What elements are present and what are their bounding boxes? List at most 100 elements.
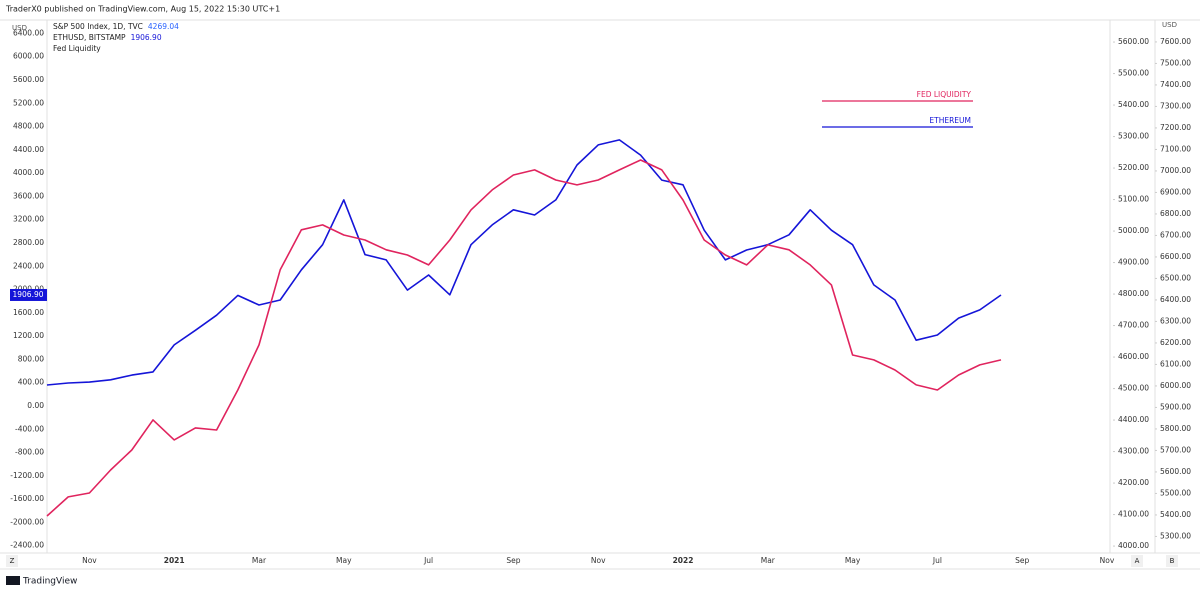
y-tick-label: 800.00: [18, 354, 44, 363]
price-tag: [10, 288, 47, 301]
scale-button[interactable]: [1131, 555, 1143, 567]
scale-button-label[interactable]: A: [1135, 557, 1140, 565]
annotation-label: FED LIQUIDITY: [917, 90, 972, 99]
y3-tick-label: 5600.00: [1160, 467, 1191, 476]
legend-name: Fed Liquidity: [53, 44, 101, 53]
y3-tick-label: 5500.00: [1160, 488, 1191, 497]
scale-button[interactable]: [6, 555, 18, 567]
x-tick-label: 2021: [164, 556, 185, 565]
y3-tick-label: 6000.00: [1160, 381, 1191, 390]
y-tick-label: 4800.00: [13, 122, 44, 131]
y2-tick-label: 4800.00: [1118, 289, 1149, 298]
x-tick-label: Mar: [252, 556, 267, 565]
y3-tick-label: 6900.00: [1160, 187, 1191, 196]
legend-value: 1906.90: [131, 33, 162, 42]
scale-button-label[interactable]: Z: [10, 557, 15, 565]
y2-tick-label: 5300.00: [1118, 132, 1149, 141]
header: TraderX0 published on TradingView.com, A…: [5, 5, 280, 14]
y-tick-label: 2400.00: [13, 261, 44, 270]
x-tick-label: Mar: [761, 556, 776, 565]
annotation-label: ETHEREUM: [929, 116, 971, 125]
right-unit: USD: [1162, 21, 1177, 29]
y-tick-label: -1200.00: [10, 471, 44, 480]
y-tick-label: 6400.00: [13, 28, 44, 37]
y3-tick-label: 7500.00: [1160, 58, 1191, 67]
y-tick-label: 3600.00: [13, 191, 44, 200]
y3-tick-label: 6800.00: [1160, 209, 1191, 218]
price-tag-label: 1906.90: [12, 290, 43, 299]
y-tick-label: 400.00: [18, 378, 44, 387]
y3-tick-label: 7100.00: [1160, 144, 1191, 153]
y2-tick-label: 4200.00: [1118, 478, 1149, 487]
y2-tick-label: 4400.00: [1118, 415, 1149, 424]
y-tick-label: 4000.00: [13, 168, 44, 177]
y3-tick-label: 5400.00: [1160, 510, 1191, 519]
y2-tick-label: 4600.00: [1118, 352, 1149, 361]
y3-tick-label: 6700.00: [1160, 230, 1191, 239]
y2-tick-label: 4700.00: [1118, 321, 1149, 330]
x-tick-label: Nov: [82, 556, 97, 565]
y2-tick-label: 4100.00: [1118, 510, 1149, 519]
y2-tick-label: 5500.00: [1118, 69, 1149, 78]
y2-tick-label: 4900.00: [1118, 258, 1149, 267]
y2-tick-label: 4300.00: [1118, 447, 1149, 456]
y3-tick-label: 5800.00: [1160, 424, 1191, 433]
y2-tick-label: 5600.00: [1118, 37, 1149, 46]
y-tick-label: 1200.00: [13, 331, 44, 340]
y3-tick-label: 7200.00: [1160, 123, 1191, 132]
y-tick-label: -2400.00: [10, 541, 44, 550]
y3-tick-label: 7600.00: [1160, 37, 1191, 46]
y-tick-label: 3200.00: [13, 215, 44, 224]
scale-button[interactable]: [1166, 555, 1178, 567]
y-tick-label: -2000.00: [10, 517, 44, 526]
x-tick-label: Sep: [1015, 556, 1029, 565]
series-line: [46, 139, 1002, 386]
y-tick-label: -800.00: [15, 448, 44, 457]
y-tick-label: 2800.00: [13, 238, 44, 247]
y2-tick-label: 4500.00: [1118, 384, 1149, 393]
y3-tick-label: 5300.00: [1160, 531, 1191, 540]
x-tick-label: Sep: [506, 556, 520, 565]
y-tick-label: 4400.00: [13, 145, 44, 154]
y2-tick-label: 5200.00: [1118, 163, 1149, 172]
y3-tick-label: 6100.00: [1160, 359, 1191, 368]
y3-tick-label: 5900.00: [1160, 402, 1191, 411]
x-tick-label: May: [845, 556, 861, 565]
y2-tick-label: 5000.00: [1118, 226, 1149, 235]
y2-tick-label: 5100.00: [1118, 195, 1149, 204]
y3-tick-label: 6200.00: [1160, 338, 1191, 347]
y3-tick-label: 6300.00: [1160, 316, 1191, 325]
y3-tick-label: 7000.00: [1160, 166, 1191, 175]
y-tick-label: -400.00: [15, 424, 44, 433]
x-tick-label: Jul: [423, 556, 433, 565]
scale-button-label[interactable]: B: [1170, 557, 1175, 565]
y-tick-label: 5200.00: [13, 98, 44, 107]
logo: [6, 576, 20, 585]
footer-brand: TradingView: [22, 577, 77, 587]
y3-tick-label: 6600.00: [1160, 252, 1191, 261]
legend-name: S&P 500 Index, 1D, TVC: [53, 22, 143, 31]
y3-tick-label: 5700.00: [1160, 445, 1191, 454]
x-tick-label: Jul: [932, 556, 942, 565]
y-tick-label: -1600.00: [10, 494, 44, 503]
left-unit: USD: [12, 24, 27, 32]
y-tick-label: 0.00: [27, 401, 44, 410]
y3-tick-label: 6400.00: [1160, 295, 1191, 304]
y3-tick-label: 6500.00: [1160, 273, 1191, 282]
x-tick-label: May: [336, 556, 352, 565]
y-tick-label: 5600.00: [13, 75, 44, 84]
legend-value: 4269.04: [148, 22, 179, 31]
x-tick-label: 2022: [673, 556, 694, 565]
y-tick-label: 1600.00: [13, 308, 44, 317]
x-tick-label: Nov: [591, 556, 606, 565]
y2-tick-label: 4000.00: [1118, 541, 1149, 550]
y3-tick-label: 7400.00: [1160, 80, 1191, 89]
y-tick-label: 6000.00: [13, 52, 44, 61]
legend-name: ETHUSD, BITSTAMP: [53, 33, 126, 42]
y3-tick-label: 7300.00: [1160, 101, 1191, 110]
series-line: [46, 159, 1002, 517]
x-tick-label: Nov: [1100, 556, 1115, 565]
y2-tick-label: 5400.00: [1118, 100, 1149, 109]
